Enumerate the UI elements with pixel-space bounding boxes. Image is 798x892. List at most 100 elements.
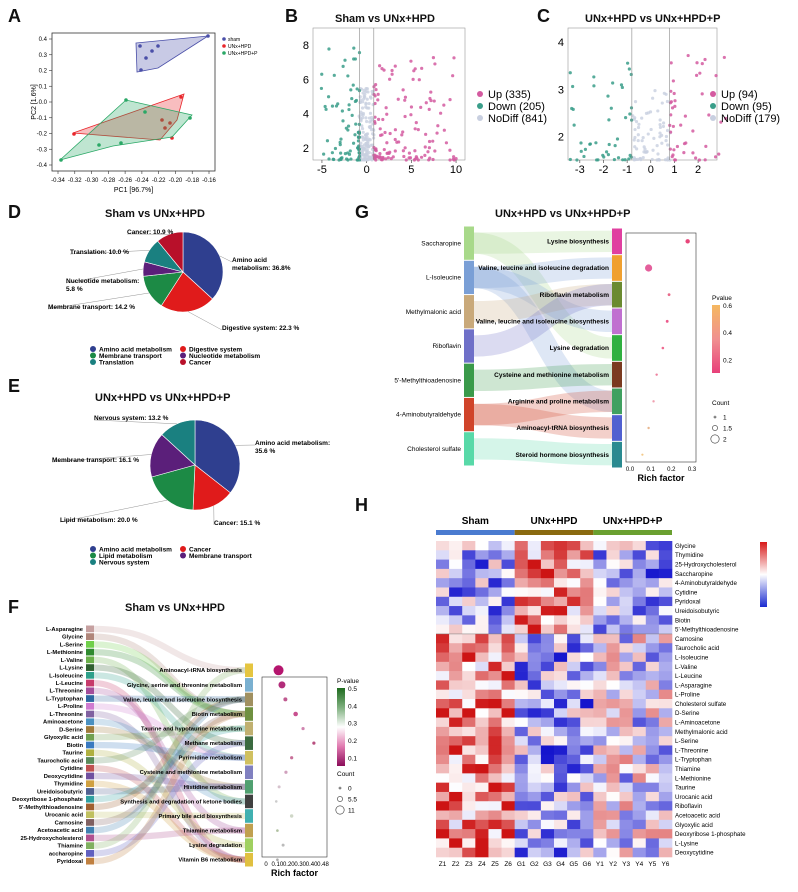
sankey-link [93, 703, 246, 761]
heatmap-cell [514, 699, 529, 709]
metabolite-node [86, 780, 94, 788]
up-point [672, 91, 676, 96]
nodiff-point [357, 145, 362, 149]
metabolite-label: 4-Aminobutyraldehyde [396, 412, 461, 419]
nodiff-point [363, 157, 367, 161]
heatmap-cell [475, 764, 489, 774]
sankey-link [93, 710, 246, 863]
heatmap-cell [527, 736, 542, 746]
heatmap-cell [436, 782, 450, 793]
down-point [626, 61, 630, 65]
heatmap-cell [606, 689, 620, 700]
up-point [436, 124, 440, 128]
heatmap-cell [606, 717, 620, 728]
heatmap-cell [606, 829, 620, 839]
legend-label: UNx+HPD [228, 44, 252, 50]
legend-marker [477, 103, 483, 109]
row-label: L-Valine [675, 664, 698, 671]
down-point [606, 94, 610, 98]
heatmap-cell [567, 810, 581, 821]
heatmap-cell [606, 680, 620, 691]
up-point [374, 147, 378, 151]
group-label: UNx+HPD+P [603, 516, 663, 527]
heatmap-cell [554, 791, 568, 802]
nodiff-point [640, 116, 644, 120]
heatmap-cell [606, 819, 620, 830]
heatmap-cell [619, 791, 633, 802]
enrichment-dot [667, 293, 671, 297]
down-point [606, 153, 611, 157]
heatmap-cell [645, 541, 660, 551]
up-point [414, 121, 418, 125]
nodiff-point [362, 147, 366, 151]
heatmap-cell [462, 810, 476, 821]
down-point [629, 106, 634, 110]
heatmap-cell [488, 680, 502, 691]
down-point [604, 150, 609, 154]
pie-slice [143, 240, 184, 273]
heatmap-cell [475, 661, 489, 672]
up-point [393, 128, 397, 132]
sankey-link [93, 679, 246, 863]
heatmap-cell [606, 578, 620, 588]
heatmap-cell [436, 633, 450, 644]
nodiff-point [371, 148, 376, 153]
x-tick-label: 5 [408, 164, 414, 176]
heatmap-cell [580, 587, 594, 598]
down-point [333, 146, 338, 151]
heatmap-cell [606, 615, 620, 625]
heatmap-cell [567, 587, 581, 598]
heatmap-cell [645, 736, 660, 746]
heatmap-cell [580, 829, 594, 839]
x-tick-label: -0.32 [68, 178, 82, 184]
heatmap-cell [554, 606, 568, 616]
nodiff-point [371, 157, 375, 161]
up-point [695, 61, 699, 65]
down-point [344, 126, 348, 130]
sankey-link [473, 364, 613, 391]
nodiff-point [368, 111, 373, 115]
up-point [412, 158, 416, 162]
heatmap-cell [554, 559, 568, 570]
heatmap-cell [645, 615, 660, 625]
heatmap-cell [475, 736, 489, 746]
nodiff-point [361, 135, 365, 140]
heatmap-cell [632, 708, 647, 718]
heatmap-cell [449, 643, 463, 653]
down-point [325, 139, 330, 143]
up-point [402, 154, 406, 159]
down-point [594, 141, 598, 145]
heatmap-cell [619, 847, 633, 858]
pathway-node [612, 281, 622, 308]
up-point [375, 154, 379, 158]
y-tick-label: -0.4 [37, 163, 48, 169]
heatmap-cell [501, 680, 515, 691]
heatmap-cell [514, 541, 529, 551]
row-label: Thiamine [675, 766, 701, 773]
column-label: G5 [569, 861, 578, 868]
nodiff-point [662, 91, 666, 95]
heatmap-cell [462, 754, 476, 765]
heatmap-cell [514, 819, 529, 830]
heatmap-cell [645, 726, 660, 737]
nodiff-point [364, 153, 368, 157]
heatmap-cell [580, 633, 594, 644]
legend-marker [90, 346, 96, 352]
up-point [389, 157, 393, 161]
pie-slice [151, 464, 196, 511]
up-point [448, 148, 452, 152]
up-point [427, 107, 431, 111]
heatmap-cell [436, 615, 450, 625]
slice-label: Cancer: 10.9 % [127, 229, 173, 236]
heatmap-cell [632, 578, 647, 588]
down-point [588, 142, 592, 146]
heatmap-cell [488, 754, 502, 765]
heatmap-cell [462, 745, 476, 756]
nodiff-point [633, 135, 637, 140]
y-tick-label: 2 [303, 143, 309, 155]
up-point [700, 92, 704, 96]
heatmap-cell [632, 689, 647, 700]
down-point [619, 83, 624, 87]
nodiff-point [364, 157, 368, 161]
heatmap-cell [475, 754, 489, 765]
